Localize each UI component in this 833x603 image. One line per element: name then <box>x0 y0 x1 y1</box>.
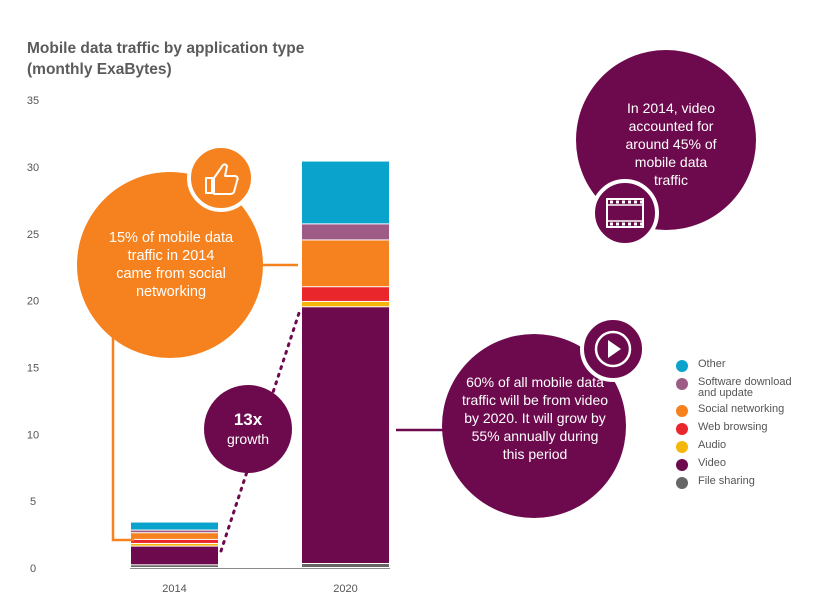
bar-segment <box>302 301 389 307</box>
bar-segment <box>302 240 389 287</box>
x-tick-label: 2020 <box>333 583 357 595</box>
legend: Other Software download and update Social … <box>676 359 808 494</box>
film-icon <box>591 179 659 247</box>
growth-label: growth <box>226 431 270 447</box>
legend-item: Social networking <box>676 404 808 417</box>
legend-swatch <box>676 378 688 390</box>
legend-item: Other <box>676 359 808 372</box>
legend-label: Web browsing <box>698 421 768 433</box>
legend-swatch <box>676 423 688 435</box>
y-tick-label: 15 <box>27 362 39 374</box>
social-bubble <box>77 172 263 358</box>
bar-segment <box>302 307 389 563</box>
video2020-callout-text: 60% of all mobile data traffic will be f… <box>462 374 609 462</box>
legend-swatch <box>676 477 688 489</box>
legend-item: File sharing <box>676 476 808 489</box>
legend-swatch <box>676 405 688 417</box>
social-connector <box>111 330 134 542</box>
bar-segment <box>131 533 218 539</box>
legend-swatch <box>676 441 688 453</box>
chart-title-line1: Mobile data traffic by application type <box>27 40 305 57</box>
legend-label: Other <box>698 358 726 370</box>
legend-swatch <box>676 459 688 471</box>
legend-item: Software download and update <box>676 377 808 399</box>
legend-label: Video <box>698 457 726 469</box>
growth-bubble <box>204 385 292 473</box>
y-tick-label: 10 <box>27 429 39 441</box>
legend-label: Software download and update <box>698 376 792 399</box>
bar-segment <box>302 224 389 240</box>
play-icon <box>580 316 646 382</box>
thumbs-up-icon <box>187 144 255 212</box>
y-tick-label: 35 <box>27 95 39 107</box>
bar-segment <box>302 161 389 224</box>
video2020-bubble <box>442 334 626 518</box>
social-callout-text: 15% of mobile data traffic in 2014 came … <box>108 230 234 300</box>
legend-item: Video <box>676 458 808 471</box>
bar-segment <box>302 563 389 567</box>
growth-value: 13x <box>233 410 263 429</box>
growth-callout: 13x growth <box>212 410 284 448</box>
y-tick-label: 5 <box>30 496 36 508</box>
legend-label: Audio <box>698 439 727 451</box>
legend-item: Audio <box>676 440 808 453</box>
bar-segment <box>131 522 218 530</box>
legend-label: Social networking <box>698 403 785 415</box>
bar-segment <box>131 565 218 567</box>
y-tick-label: 25 <box>27 229 39 241</box>
legend-swatch <box>676 360 688 372</box>
bar-segment <box>131 546 218 565</box>
chart-title-line2: (monthly ExaBytes) <box>27 61 172 78</box>
bar-segment <box>131 543 218 546</box>
bar-segment <box>131 530 218 533</box>
x-tick-label: 2014 <box>162 583 186 595</box>
bar-segment <box>302 287 389 301</box>
legend-label: File sharing <box>698 475 755 487</box>
y-tick-label: 20 <box>27 296 39 308</box>
video2014-callout-text: In 2014, video accounted for around 45% … <box>625 100 717 188</box>
chart-title: Mobile data traffic by application type … <box>27 38 304 80</box>
y-tick-label: 0 <box>30 563 36 575</box>
y-tick-label: 30 <box>27 162 39 174</box>
bar-segment <box>131 539 218 543</box>
legend-item: Web browsing <box>676 422 808 435</box>
